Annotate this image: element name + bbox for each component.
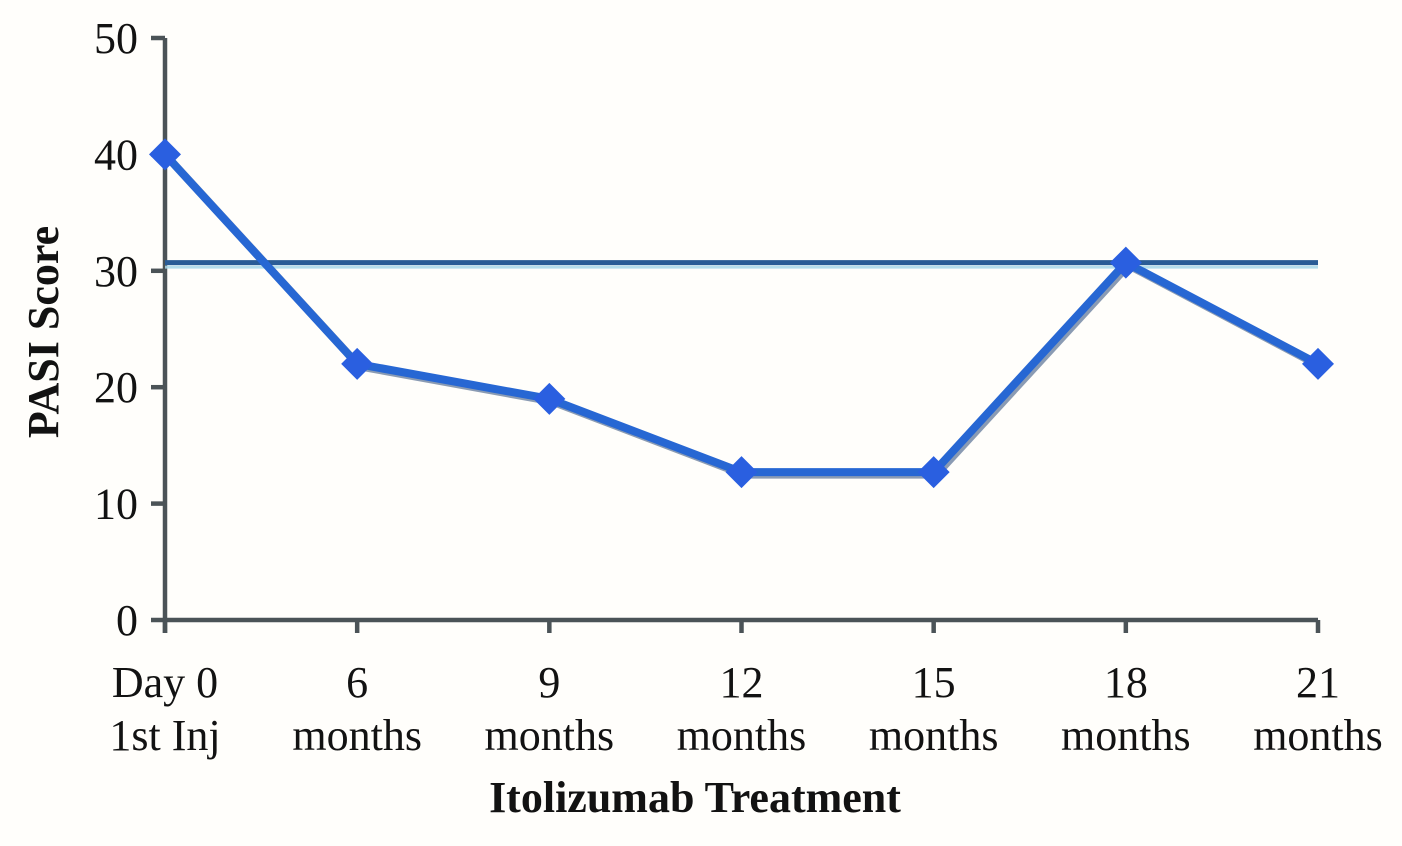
x-tick-label-line1-5: 18 <box>1104 658 1148 707</box>
data-point-day-0 <box>149 138 181 171</box>
y-tick-label-50: 50 <box>94 14 138 63</box>
markers-layer <box>149 138 1334 489</box>
data-point-15 <box>917 456 950 489</box>
series-layer <box>161 150 1325 479</box>
reference-line-layer <box>165 260 1318 269</box>
y-tick-label-30: 30 <box>94 247 138 296</box>
y-tick-label-0: 0 <box>116 596 138 645</box>
x-axis-title: Itolizumab Treatment <box>489 773 901 822</box>
x-tick-label-line1-4: 15 <box>912 658 956 707</box>
series-line <box>161 150 1322 477</box>
series-line-shadow <box>163 152 1325 479</box>
data-point-12 <box>725 456 758 489</box>
x-tick-label-line2-2: months <box>485 711 615 760</box>
x-tick-label-line2-3: months <box>677 711 807 760</box>
x-tick-label-line1-2: 9 <box>538 658 560 707</box>
y-tick-label-20: 20 <box>94 363 138 412</box>
x-tick-label-line2-1: months <box>292 711 422 760</box>
x-tick-label-line1-6: 21 <box>1296 658 1340 707</box>
x-tick-label-line2-6: months <box>1253 711 1383 760</box>
x-tick-label-line1-0: Day 0 <box>112 658 218 707</box>
x-tick-label-line1-1: 6 <box>346 658 368 707</box>
y-tick-label-40: 40 <box>94 130 138 179</box>
y-tick-label-10: 10 <box>94 480 138 529</box>
x-tick-label-line1-3: 12 <box>720 658 764 707</box>
x-tick-label-line2-4: months <box>869 711 999 760</box>
data-point-18 <box>1109 246 1142 279</box>
axes-layer <box>151 35 1321 633</box>
x-tick-label-line2-5: months <box>1061 711 1191 760</box>
data-point-6 <box>341 347 374 380</box>
y-axis-title: PASI Score <box>19 226 68 438</box>
data-point-9 <box>533 382 566 415</box>
data-point-21 <box>1302 347 1334 380</box>
x-tick-label-line2-0: 1st Inj <box>109 711 220 760</box>
